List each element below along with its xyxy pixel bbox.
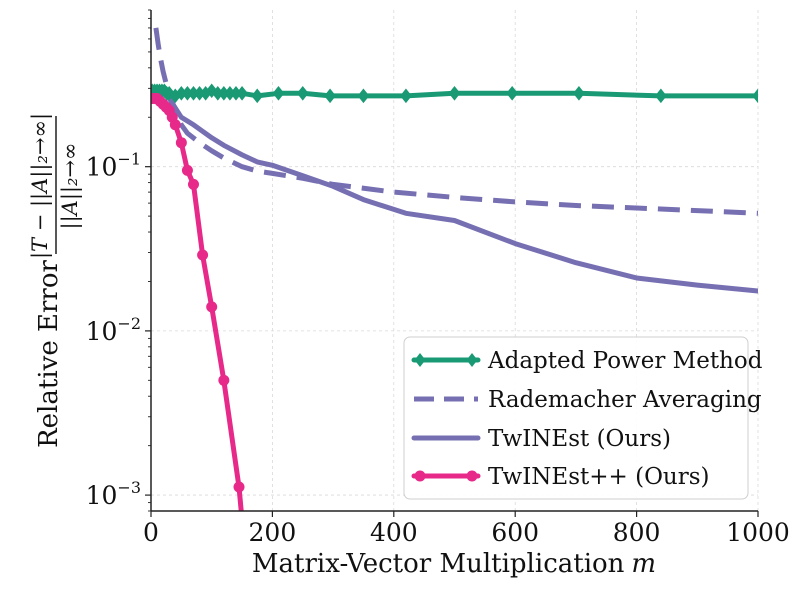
x-axis-label-text: Matrix-Vector Multiplication [252, 549, 625, 579]
x-tick-label: 800 [613, 518, 661, 547]
legend-label: Rademacher Averaging [488, 387, 762, 413]
y-tick-base: 10 [86, 153, 118, 182]
y-axis-label-denominator: ||A||₂→∞ [58, 143, 83, 230]
y-tick-label: 10−2 [86, 314, 141, 346]
y-tick-exponent: −1 [117, 150, 141, 169]
data-point [357, 88, 370, 104]
x-tick-label: 200 [249, 518, 297, 547]
y-tick-exponent: −2 [117, 314, 141, 333]
legend-frame [403, 336, 749, 500]
legend-swatch-marker [466, 353, 478, 367]
y-tick-label: 10−1 [86, 150, 141, 182]
series-line-twinest-ours [151, 96, 244, 511]
data-point [181, 164, 193, 176]
legend-swatch-marker [414, 353, 426, 367]
x-axis-label: Matrix-Vector Multiplication m [252, 549, 656, 579]
series-adapted-power-method [151, 83, 758, 104]
legend: Adapted Power Method Rademacher Averaging… [403, 336, 763, 500]
legend-entry-twinest-ours: TwINEst++ (Ours) [411, 464, 710, 490]
legend-items: Adapted Power Method Rademacher Averaging… [411, 348, 763, 490]
series-twinest-ours [151, 93, 248, 526]
data-point [175, 137, 187, 149]
y-tick-base: 10 [86, 481, 118, 510]
data-point [752, 88, 758, 104]
x-tick-label: 600 [491, 518, 539, 547]
data-point [272, 85, 285, 101]
data-point [573, 85, 585, 101]
y-tick-exponent: −3 [117, 478, 141, 497]
data-point [324, 88, 336, 104]
x-tick-label: 400 [370, 518, 418, 547]
series-twinest-ours [166, 96, 758, 294]
legend-swatch-marker [466, 470, 478, 482]
x-axis-label-var: m [631, 549, 656, 579]
data-point [218, 374, 230, 386]
data-point [233, 481, 245, 493]
series-rademacher-averaging [153, 27, 758, 216]
series-line-twinest-ours [166, 96, 758, 294]
data-point [448, 85, 461, 101]
data-point [655, 88, 667, 104]
y-axis-label-numerator: |T − ||A||₂→∞| [28, 113, 53, 259]
x-tick-label: 1000 [726, 518, 790, 547]
data-point [400, 88, 412, 104]
data-point [169, 119, 181, 131]
legend-entry-rademacher-averaging: Rademacher Averaging [414, 387, 762, 413]
data-point [206, 301, 218, 313]
legend-label: Adapted Power Method [487, 348, 763, 374]
data-point [251, 88, 264, 104]
legend-swatch-marker [414, 470, 426, 482]
y-tick-label: 10−3 [86, 478, 141, 510]
x-tick-label: 0 [143, 518, 159, 547]
legend-label: TwINEst++ (Ours) [488, 464, 710, 490]
data-point [187, 178, 199, 190]
legend-entry-twinest-ours: TwINEst (Ours) [411, 426, 671, 452]
series-line-rademacher-averaging [153, 27, 758, 216]
series-layer [151, 27, 758, 526]
data-point [197, 249, 209, 261]
y-axis-label-text: Relative Error [34, 260, 64, 448]
data-point [236, 85, 248, 101]
data-point [506, 85, 519, 101]
y-tick-base: 10 [86, 317, 118, 346]
y-axis-label: Relative Error |T − ||A||₂→∞| ||A||₂→∞ [28, 113, 83, 448]
data-point [237, 515, 248, 526]
legend-label: TwINEst (Ours) [488, 426, 671, 452]
legend-entry-adapted-power-method: Adapted Power Method [411, 348, 763, 374]
data-point [296, 85, 309, 101]
